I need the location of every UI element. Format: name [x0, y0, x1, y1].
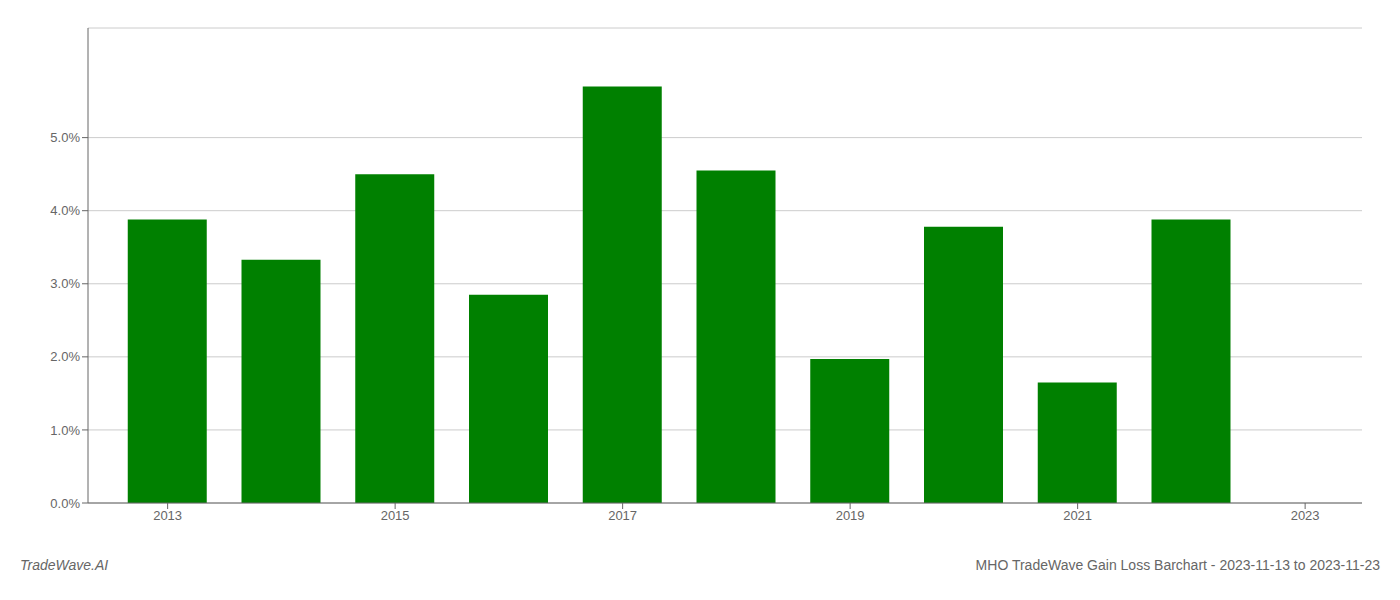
- svg-text:2015: 2015: [381, 508, 410, 523]
- svg-text:4.0%: 4.0%: [50, 203, 80, 218]
- html-text:MHO TradeWave Gain Loss Barcha: MHO TradeWave Gain Loss Barchart - 2023-…: [975, 557, 1380, 573]
- svg-text:5.0%: 5.0%: [50, 130, 80, 145]
- svg-text:2017: 2017: [608, 508, 637, 523]
- svg-text:2021: 2021: [1063, 508, 1092, 523]
- svg-text:2023: 2023: [1291, 508, 1320, 523]
- html-text:TradeWave.AI: TradeWave.AI: [20, 557, 109, 573]
- svg-text:0.0%: 0.0%: [50, 496, 80, 511]
- svg-text:1.0%: 1.0%: [50, 423, 80, 438]
- svg-text:2019: 2019: [836, 508, 865, 523]
- svg-text:2013: 2013: [153, 508, 182, 523]
- svg-text:2.0%: 2.0%: [50, 349, 80, 364]
- svg-text:3.0%: 3.0%: [50, 276, 80, 291]
